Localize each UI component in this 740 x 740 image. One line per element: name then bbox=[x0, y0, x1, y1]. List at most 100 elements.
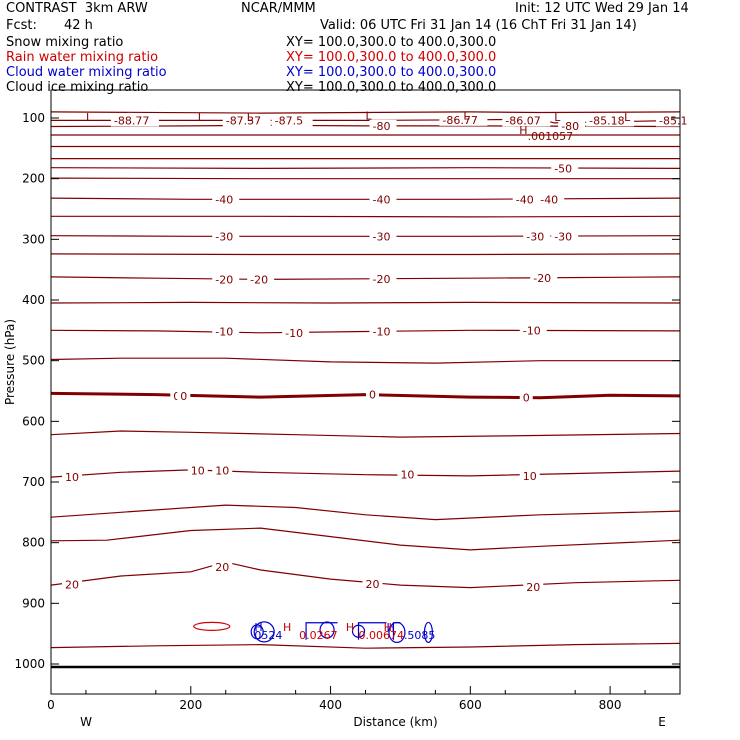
isotherm-line bbox=[51, 430, 680, 438]
contour-label-bg bbox=[212, 325, 240, 338]
contour-label-bg bbox=[551, 230, 579, 243]
contour-label: 0 bbox=[173, 390, 180, 403]
x-right-label: E bbox=[658, 715, 666, 729]
x-tick-label: 0 bbox=[47, 698, 55, 712]
extrema-label: .5085 bbox=[404, 629, 436, 642]
contour-label: 10 bbox=[400, 469, 414, 482]
x-tick-label: 200 bbox=[179, 698, 202, 712]
contour-label: 20 bbox=[215, 561, 229, 574]
y-tick-label: 300 bbox=[22, 232, 45, 246]
contour-label: -86.07 bbox=[505, 114, 540, 127]
contour-label-bg bbox=[365, 388, 379, 401]
cloud-bracket bbox=[392, 622, 401, 640]
isotherm-line bbox=[51, 469, 680, 478]
contour-label-bg bbox=[369, 230, 397, 243]
contour-label: 10 bbox=[65, 471, 79, 484]
field-name-cloud-ice: Cloud ice mixing ratio bbox=[6, 80, 149, 95]
field-name-snow: Snow mixing ratio bbox=[6, 35, 124, 50]
contour-label-bg bbox=[519, 469, 540, 482]
contour-label-bg bbox=[212, 560, 233, 573]
extrema-label: L bbox=[366, 110, 373, 123]
contour-label: 0 bbox=[523, 392, 530, 405]
plot-frame bbox=[50, 89, 681, 695]
isotherm-line bbox=[51, 276, 680, 281]
contour-label: -20 bbox=[372, 273, 390, 286]
contour-label: 10 bbox=[191, 464, 205, 477]
contour-label-bg bbox=[502, 114, 551, 127]
isotherm-contours bbox=[51, 111, 680, 669]
extrema-label: H bbox=[283, 621, 291, 634]
isotherm-line bbox=[51, 111, 680, 114]
contour-label-bg bbox=[247, 273, 275, 286]
field-xy-snow: XY= 100.0,300.0 to 400.0,300.0 bbox=[286, 35, 497, 50]
contour-label-bg bbox=[558, 119, 586, 132]
contour-label: -40 bbox=[372, 193, 390, 206]
extrema-label: 0524 bbox=[254, 629, 282, 642]
y-tick-label: 200 bbox=[22, 172, 45, 186]
y-tick-label: 800 bbox=[22, 536, 45, 550]
contour-label: 0 bbox=[180, 390, 187, 403]
contour-label-bg bbox=[369, 325, 397, 338]
contour-label: -80 bbox=[561, 120, 579, 133]
contour-label-bg bbox=[439, 113, 488, 126]
contour-label: -20 bbox=[215, 273, 233, 286]
cloud-bracket bbox=[357, 622, 387, 640]
contour-label-bg bbox=[369, 119, 397, 132]
contour-label: -30 bbox=[372, 230, 390, 243]
contour-label: -88.77 bbox=[114, 114, 149, 127]
fcst-label: Fcst: bbox=[6, 18, 37, 33]
contour-label-bg bbox=[187, 464, 208, 477]
y-tick-label: 500 bbox=[22, 354, 45, 368]
extrema-label: L bbox=[624, 111, 631, 124]
contour-label-bg bbox=[61, 471, 82, 484]
contour-label-bg bbox=[222, 114, 271, 127]
extrema-label: H bbox=[346, 621, 354, 634]
isotherm-line bbox=[51, 197, 680, 200]
extrema-label: H bbox=[384, 621, 392, 634]
contour-label: -10 bbox=[372, 326, 390, 339]
isotherm-line bbox=[51, 504, 680, 521]
isotherm-line bbox=[51, 235, 680, 237]
contour-label-bg bbox=[369, 193, 397, 206]
contour-label-bg bbox=[177, 389, 191, 402]
y-tick-label: 900 bbox=[22, 596, 45, 610]
contour-label: -40 bbox=[516, 193, 534, 206]
isotherm-line bbox=[51, 391, 680, 400]
cloud-contour bbox=[423, 621, 433, 644]
contour-label: -85.1 bbox=[659, 114, 687, 127]
extrema-label: 0.00674 bbox=[359, 629, 405, 642]
init-time: Init: 12 UTC Wed 29 Jan 14 bbox=[515, 1, 689, 16]
y-axis-label: Pressure (hPa) bbox=[3, 319, 17, 405]
extrema-label: H bbox=[386, 621, 394, 634]
contour-label: -87.5 bbox=[275, 114, 303, 127]
isotherm-line bbox=[51, 253, 680, 256]
valid-time: Valid: 06 UTC Fri 31 Jan 14 (16 ChT Fri … bbox=[320, 18, 637, 33]
contour-label-bg bbox=[551, 162, 579, 175]
contour-label-bg bbox=[362, 577, 383, 590]
contour-label: 20 bbox=[65, 579, 79, 592]
isotherm-line bbox=[51, 118, 680, 124]
y-tick-label: 100 bbox=[22, 111, 45, 125]
contour-label: -87.37 bbox=[226, 114, 261, 127]
contour-label-bg bbox=[369, 272, 397, 285]
contour-label-bg bbox=[537, 193, 565, 206]
extrema-label: L bbox=[463, 110, 470, 123]
contour-label: 10 bbox=[523, 470, 537, 483]
contour-label-bg bbox=[212, 273, 240, 286]
x-tick-label: 600 bbox=[459, 698, 482, 712]
isotherm-line bbox=[51, 329, 680, 334]
y-tick-label: 600 bbox=[22, 414, 45, 428]
field-xy-cloud-ice: XY= 100.0,300.0 to 400.0,300.0 bbox=[286, 80, 497, 95]
fcst-hours: 42 h bbox=[64, 18, 93, 33]
contour-label-bg bbox=[656, 114, 698, 127]
cloud-bracket bbox=[305, 622, 338, 640]
contour-label: -20 bbox=[250, 273, 268, 286]
field-xy-cloud-water: XY= 100.0,300.0 to 400.0,300.0 bbox=[286, 65, 497, 80]
cloud-contours bbox=[193, 621, 433, 644]
field-name-rain: Rain water mixing ratio bbox=[6, 50, 159, 65]
isotherm-line bbox=[51, 642, 680, 649]
contour-labels: -88.77 -87.37 -87.5 -86.77 -86.07 -85.18 -85.1… bbox=[61, 110, 698, 642]
contour-label-bg bbox=[523, 230, 551, 243]
